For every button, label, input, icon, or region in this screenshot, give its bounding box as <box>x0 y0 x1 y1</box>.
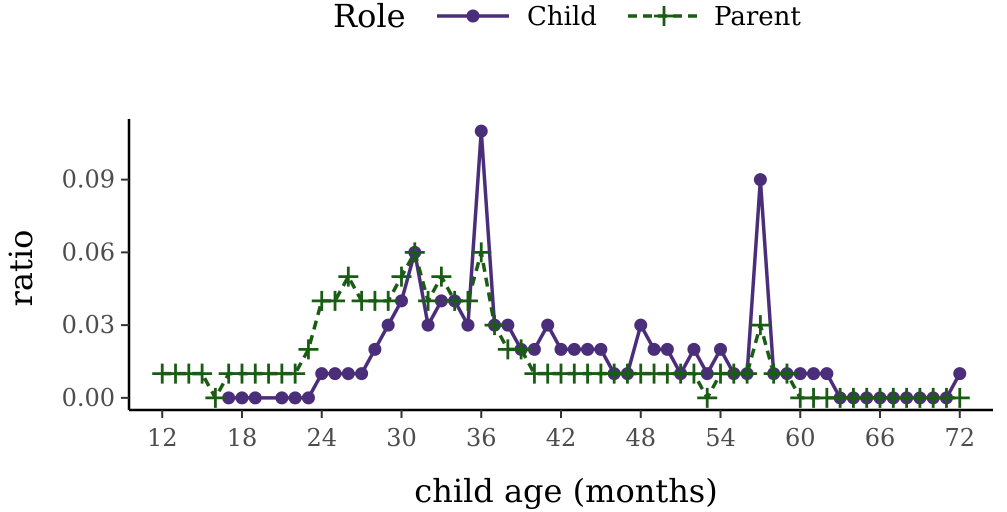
data-point-child <box>222 391 236 405</box>
data-point-child <box>288 391 302 405</box>
x-tick-label: 18 <box>227 424 258 452</box>
series-child <box>222 124 967 405</box>
data-point-parent <box>205 387 226 408</box>
data-point-child <box>660 342 674 356</box>
data-point-parent <box>750 315 771 336</box>
x-tick-label: 54 <box>705 424 736 452</box>
series-layer <box>152 124 970 408</box>
x-tick-label: 12 <box>147 424 178 452</box>
series-parent <box>152 242 970 408</box>
legend-parent-marker <box>654 6 674 26</box>
y-axis-ticks: 0.00 0.03 0.06 0.09 <box>62 166 129 412</box>
x-axis-ticks: 12 18 24 30 36 42 48 54 60 66 72 <box>147 410 975 452</box>
data-point-parent <box>776 363 797 384</box>
legend-title: Role <box>333 0 406 35</box>
data-point-parent <box>325 290 346 311</box>
data-point-child <box>474 124 488 138</box>
data-point-parent <box>484 315 505 336</box>
data-point-child <box>687 342 701 356</box>
data-point-child <box>301 391 315 405</box>
data-point-child <box>394 294 408 308</box>
data-point-parent <box>949 387 970 408</box>
data-point-parent <box>285 363 306 384</box>
data-point-parent <box>404 242 425 263</box>
data-point-child <box>355 367 369 381</box>
data-point-child <box>248 391 262 405</box>
data-point-child <box>567 342 581 356</box>
data-point-parent <box>457 290 478 311</box>
x-tick-label: 42 <box>546 424 577 452</box>
x-tick-label: 36 <box>466 424 497 452</box>
data-point-child <box>700 367 714 381</box>
series-child-line <box>228 129 962 400</box>
data-point-child <box>581 342 595 356</box>
data-point-child <box>381 318 395 332</box>
x-tick-label: 72 <box>944 424 975 452</box>
data-point-parent <box>298 339 319 360</box>
data-point-child <box>753 173 767 187</box>
data-point-child <box>554 342 568 356</box>
data-point-child <box>807 367 821 381</box>
legend: Role Child Parent <box>333 0 801 35</box>
data-point-child <box>328 367 342 381</box>
data-point-child <box>594 342 608 356</box>
legend-item-child: Child <box>437 2 597 32</box>
data-point-parent <box>697 387 718 408</box>
y-tick-label: 0.03 <box>62 311 115 339</box>
x-tick-label: 24 <box>306 424 337 452</box>
x-tick-label: 48 <box>625 424 656 452</box>
data-point-parent <box>338 266 359 287</box>
data-point-child <box>634 318 648 332</box>
x-axis-title: child age (months) <box>414 472 717 510</box>
data-point-parent <box>192 363 213 384</box>
data-point-child <box>714 342 728 356</box>
x-tick-label: 30 <box>386 424 417 452</box>
data-point-child <box>275 391 289 405</box>
legend-child-label: Child <box>527 2 597 32</box>
data-point-parent <box>683 363 704 384</box>
data-point-child <box>315 367 329 381</box>
data-point-child <box>341 367 355 381</box>
y-tick-label: 0.00 <box>62 384 115 412</box>
y-tick-label: 0.06 <box>62 238 115 266</box>
x-tick-label: 60 <box>785 424 816 452</box>
data-point-child <box>235 391 249 405</box>
data-point-child <box>501 318 515 332</box>
legend-item-parent: Parent <box>628 2 801 32</box>
x-tick-label: 66 <box>865 424 896 452</box>
data-point-parent <box>391 266 412 287</box>
data-point-parent <box>471 242 492 263</box>
data-point-parent <box>378 290 399 311</box>
y-axis-title: ratio <box>2 230 40 307</box>
data-point-child <box>793 367 807 381</box>
data-point-child <box>461 318 475 332</box>
data-point-parent <box>431 266 452 287</box>
data-point-parent <box>737 363 758 384</box>
y-tick-label: 0.09 <box>62 166 115 194</box>
data-point-child <box>647 342 661 356</box>
data-point-child <box>527 342 541 356</box>
legend-parent-label: Parent <box>714 2 801 32</box>
legend-child-marker <box>466 9 480 23</box>
data-point-child <box>953 367 967 381</box>
plot-area: 0.00 0.03 0.06 0.09 12 18 24 30 36 42 48 54 60 66 72 <box>62 119 993 452</box>
data-point-parent <box>418 290 439 311</box>
data-point-child <box>541 318 555 332</box>
data-point-child <box>368 342 382 356</box>
data-point-parent <box>511 339 532 360</box>
data-point-child <box>421 318 435 332</box>
data-point-child <box>820 367 834 381</box>
data-point-child <box>434 294 448 308</box>
